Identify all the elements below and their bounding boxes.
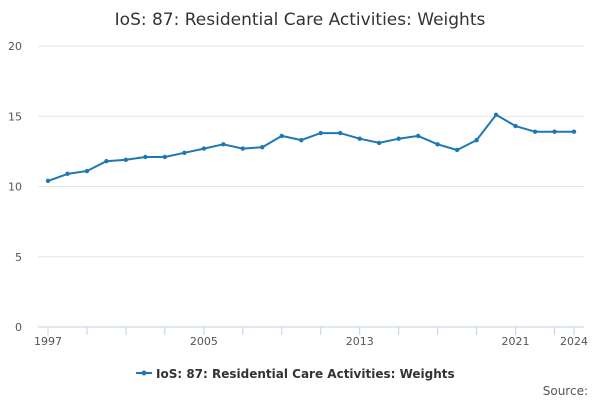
data-point[interactable]	[104, 159, 109, 164]
x-tick-label: 2013	[346, 335, 374, 348]
data-point[interactable]	[552, 129, 557, 134]
x-axis: 1997 2005 2013 2021 2024	[34, 326, 588, 348]
y-tick-label: 10	[8, 181, 22, 194]
y-tick-label: 20	[8, 40, 22, 53]
x-tick-label: 1997	[34, 335, 62, 348]
data-point[interactable]	[571, 129, 577, 134]
data-point[interactable]	[357, 136, 362, 141]
data-point[interactable]	[182, 150, 187, 155]
data-point[interactable]	[415, 133, 421, 139]
y-axis-ticks: 0 5 10 15 20	[8, 40, 22, 334]
legend-dot-marker	[141, 370, 147, 376]
data-point[interactable]	[240, 146, 246, 151]
data-point[interactable]	[435, 142, 440, 147]
data-point[interactable]	[454, 147, 460, 153]
x-tick-label: 2024	[560, 335, 588, 348]
y-tick-label: 15	[8, 110, 22, 123]
data-point[interactable]	[376, 140, 382, 146]
data-point[interactable]	[45, 178, 51, 184]
data-point[interactable]	[474, 137, 479, 143]
source-label[interactable]: Source:	[543, 384, 588, 398]
y-tick-label: 5	[15, 251, 22, 264]
data-point[interactable]	[84, 168, 90, 174]
data-point[interactable]	[260, 144, 265, 150]
gridlines	[38, 45, 584, 258]
legend-label: IoS: 87: Residential Care Activities: We…	[156, 367, 455, 381]
plot-area	[45, 112, 577, 184]
data-point[interactable]	[123, 157, 129, 163]
series-line	[47, 113, 574, 182]
data-point[interactable]	[143, 154, 148, 160]
data-point[interactable]	[201, 146, 207, 151]
data-point[interactable]	[532, 129, 538, 134]
chart-title: IoS: 87: Residential Care Activities: We…	[115, 10, 486, 30]
data-point[interactable]	[396, 136, 401, 141]
data-point[interactable]	[513, 123, 518, 129]
data-point[interactable]	[338, 130, 343, 136]
x-tick-label: 2021	[502, 335, 530, 348]
data-point[interactable]	[65, 171, 70, 177]
data-point[interactable]	[299, 137, 304, 143]
data-point[interactable]	[221, 142, 226, 147]
legend[interactable]: IoS: 87: Residential Care Activities: We…	[136, 367, 455, 381]
data-point[interactable]	[318, 130, 323, 136]
y-tick-label: 0	[15, 321, 22, 334]
data-point[interactable]	[493, 112, 499, 118]
data-point[interactable]	[279, 133, 284, 139]
x-tick-label: 2005	[190, 335, 218, 348]
data-point[interactable]	[162, 154, 168, 160]
